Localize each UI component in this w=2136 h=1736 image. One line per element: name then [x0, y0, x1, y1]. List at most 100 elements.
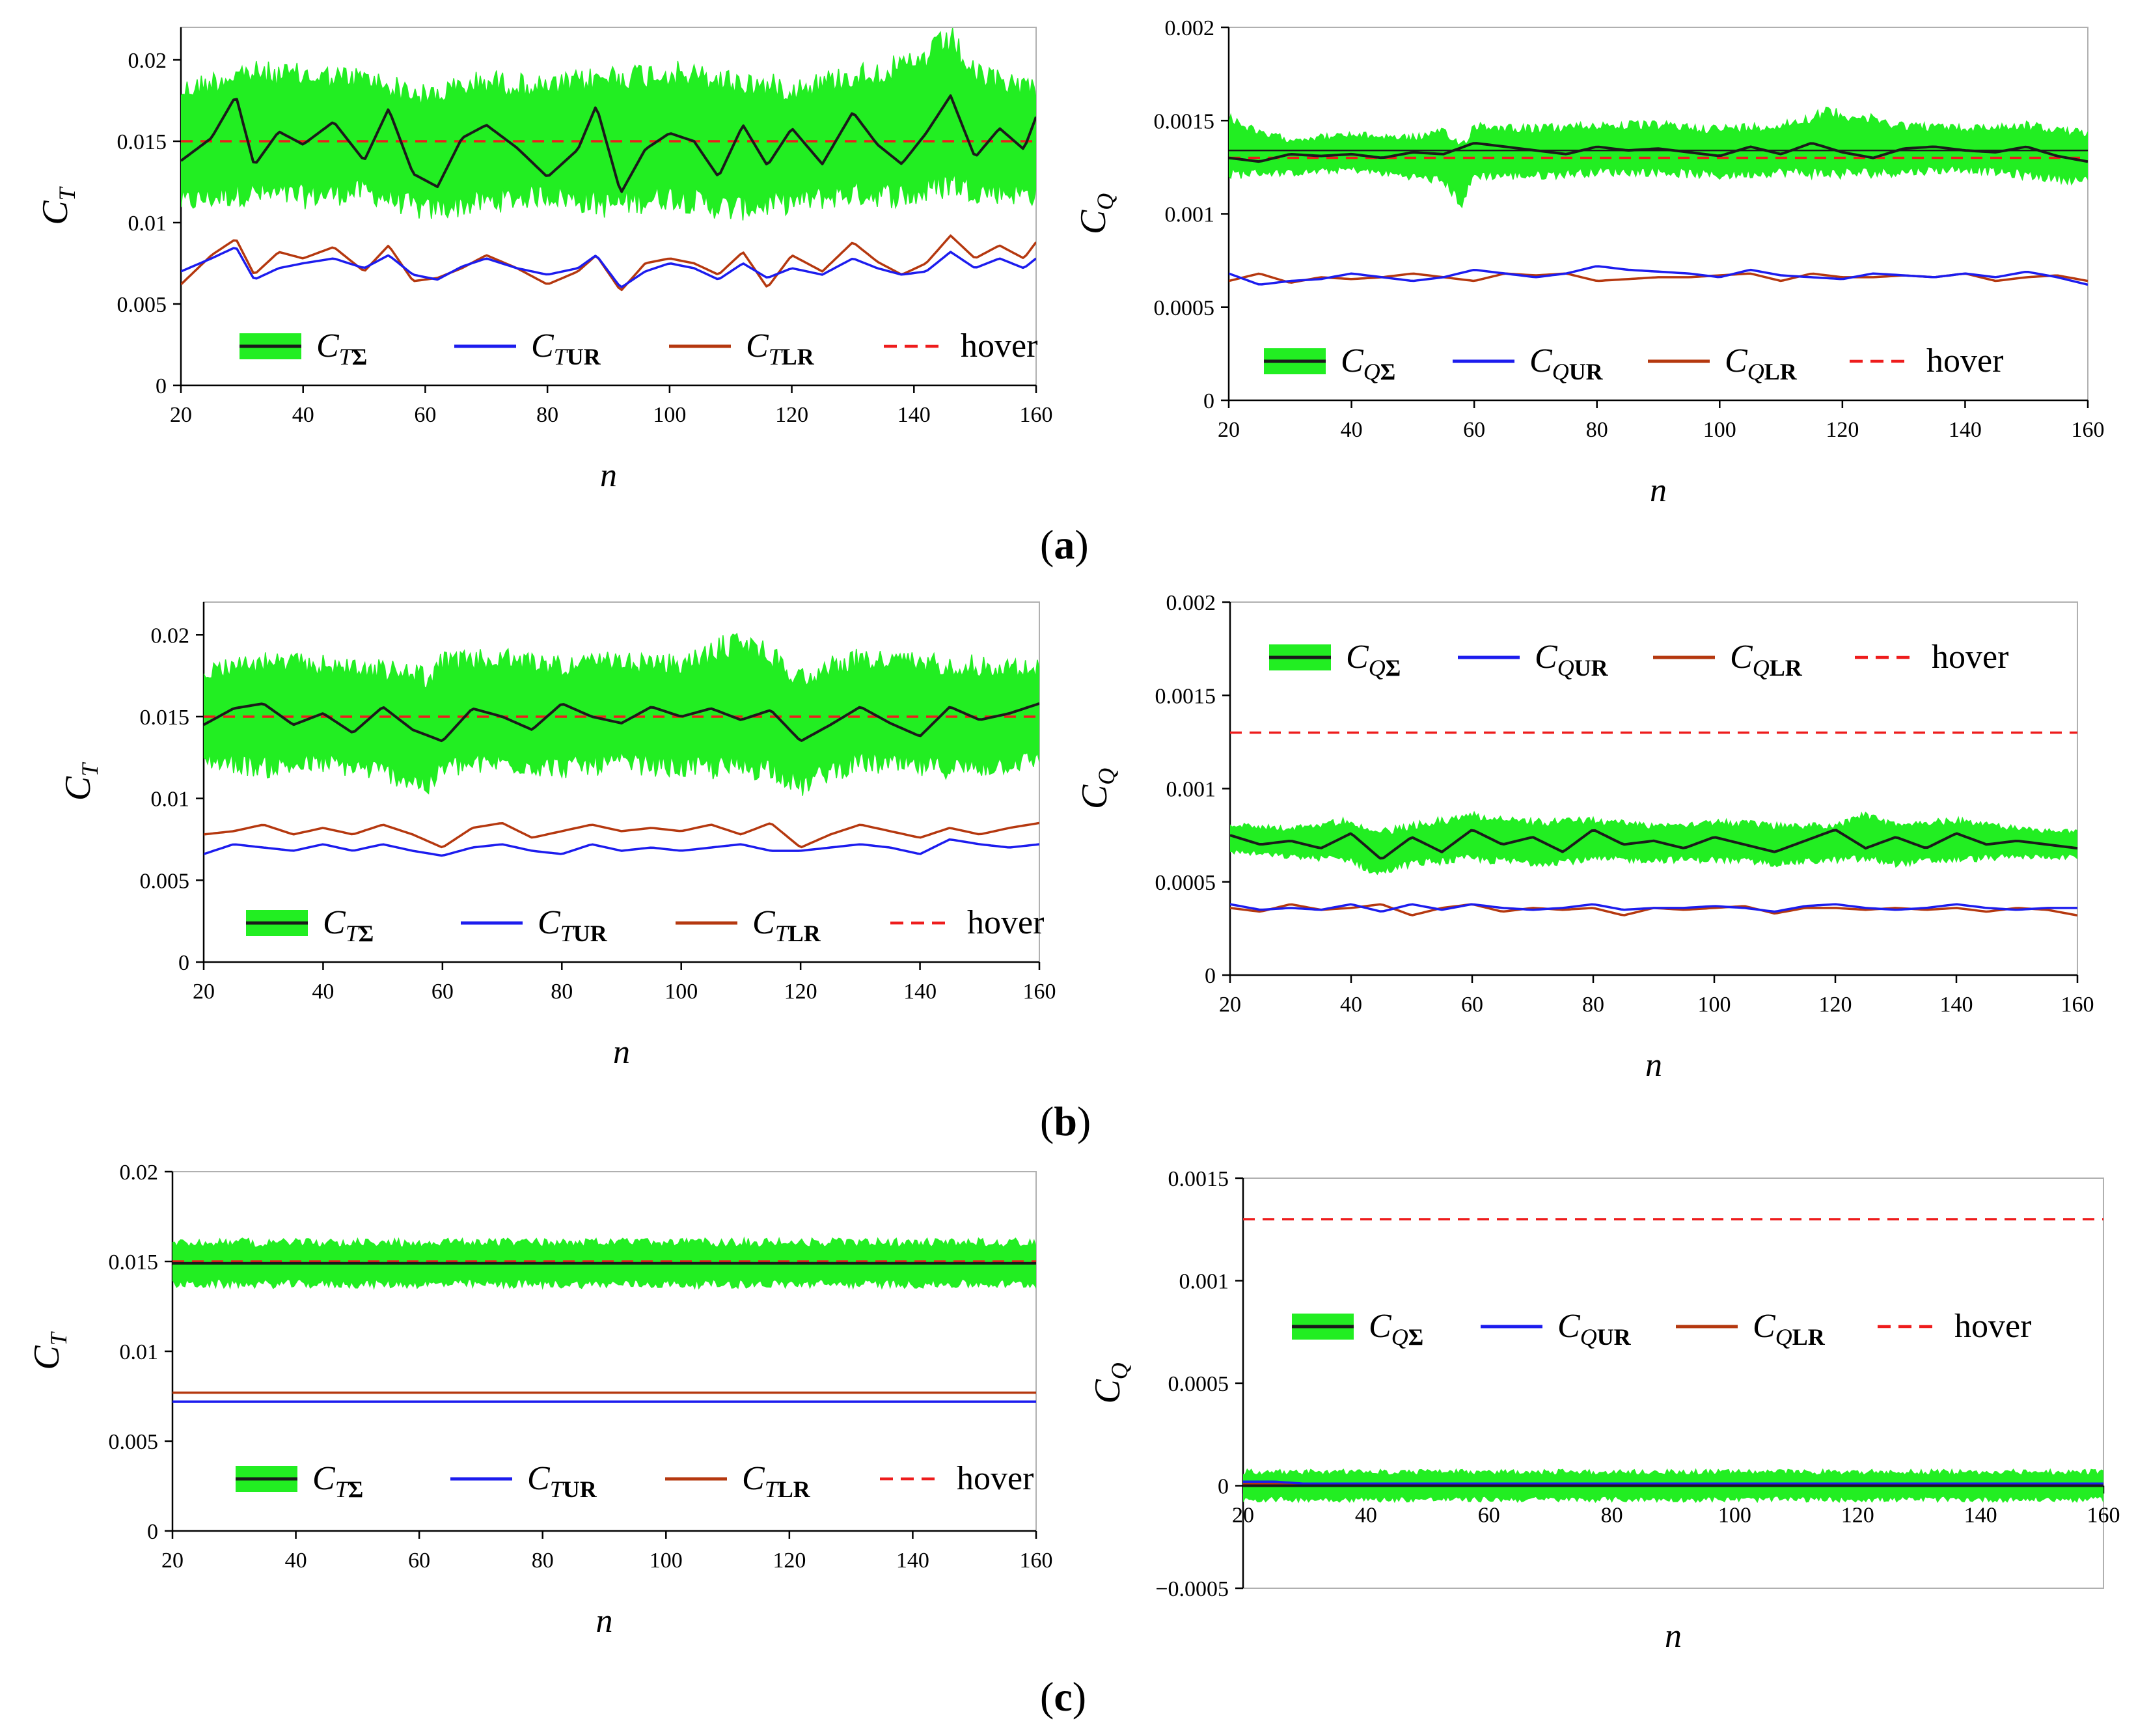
- x-tick-label: 20: [193, 980, 215, 1004]
- x-tick-label: 140: [1940, 993, 1973, 1017]
- panel-label-c: (c): [1040, 1674, 1087, 1720]
- chart-b-cq: 0 0.0005 0.001 0.0015 0.002 20 40 60 80 100 120 140…: [1075, 591, 2094, 1084]
- y-tick-label: 0: [1218, 1475, 1229, 1499]
- y-axis-label: CT: [58, 762, 103, 801]
- y-tick-label: 0: [178, 951, 189, 975]
- legend: CTΣ CTUR CTLR hover: [246, 904, 1044, 946]
- x-tick-label: 60: [1463, 418, 1485, 442]
- chart-c-cq: −0.0005 0 0.0005 0.001 0.0015 20 40 60 80 100 120 1…: [1088, 1167, 2120, 1655]
- legend-entry-hover: hover: [1878, 1308, 2031, 1345]
- x-tick-label: 100: [650, 1549, 683, 1573]
- y-tick-label: 0.002: [1165, 16, 1215, 40]
- panel-label-b: (b): [1040, 1098, 1091, 1144]
- legend-label: CTLR: [746, 327, 815, 370]
- x-axis-label: n: [600, 457, 617, 494]
- x-tick-label: 60: [408, 1549, 430, 1573]
- legend-label: CQLR: [1730, 639, 1803, 681]
- x-tick-label: 60: [1478, 1504, 1500, 1528]
- x-tick-label: 140: [1964, 1504, 1997, 1528]
- legend-label: CTLR: [742, 1460, 811, 1502]
- y-tick-label: 0.015: [117, 130, 167, 154]
- legend-entry-lr: CTLR: [676, 904, 821, 946]
- legend-entry-band: CTΣ: [240, 327, 367, 370]
- x-tick-label: 100: [653, 403, 686, 427]
- legend-entry-lr: CTLR: [665, 1460, 811, 1502]
- legend-entry-band: CTΣ: [246, 904, 374, 946]
- series-line-mean: [1230, 829, 2077, 860]
- series-line-ur: [1230, 903, 2077, 913]
- legend-label: CQUR: [1557, 1308, 1632, 1350]
- y-axis-label: CT: [27, 1330, 72, 1370]
- x-axis-label: n: [1645, 1047, 1662, 1084]
- x-tick-label: 40: [1340, 993, 1362, 1017]
- series-line-ur: [1243, 1480, 2103, 1485]
- legend: CTΣ CTUR CTLR hover: [240, 327, 1037, 370]
- legend-label: hover: [961, 327, 1037, 365]
- y-tick-label: 0.01: [128, 212, 167, 236]
- legend-label: CQLR: [1753, 1308, 1826, 1350]
- x-tick-label: 160: [2072, 418, 2105, 442]
- x-tick-label: 40: [285, 1549, 307, 1573]
- legend-entry-band: CQΣ: [1292, 1308, 1423, 1350]
- y-tick-label: 0.0005: [1154, 296, 1215, 320]
- x-tick-label: 160: [1020, 403, 1053, 427]
- legend-label: CTΣ: [316, 327, 367, 370]
- x-tick-label: 80: [532, 1549, 554, 1573]
- plot-area: [1230, 731, 2077, 917]
- x-tick-label: 160: [2087, 1504, 2120, 1528]
- legend-entry-hover: hover: [1850, 342, 2003, 379]
- x-tick-label: 160: [2061, 993, 2094, 1017]
- legend-label: hover: [1932, 639, 2008, 676]
- legend-entry-ur: CQUR: [1453, 342, 1604, 385]
- legend-label: CTUR: [527, 1460, 597, 1502]
- x-tick-label: 140: [1949, 418, 1982, 442]
- legend: CTΣ CTUR CTLR hover: [236, 1460, 1034, 1502]
- x-tick-label: 40: [292, 403, 314, 427]
- y-tick-label: 0.001: [1179, 1270, 1229, 1294]
- legend-label: hover: [957, 1460, 1034, 1497]
- legend-entry-ur: CTUR: [461, 904, 608, 946]
- legend-label: CTLR: [752, 904, 821, 946]
- y-tick-label: 0.0015: [1155, 684, 1216, 708]
- x-tick-label: 80: [1601, 1504, 1623, 1528]
- x-tick-label: 100: [1718, 1504, 1751, 1528]
- x-tick-label: 20: [1232, 1504, 1254, 1528]
- legend-entry-band: CQΣ: [1264, 342, 1395, 385]
- legend-label: CTUR: [531, 327, 601, 370]
- x-tick-label: 80: [1586, 418, 1608, 442]
- x-axis-label: n: [613, 1034, 630, 1071]
- series-band-sigma: [181, 28, 1036, 221]
- y-tick-label: 0.0015: [1154, 109, 1215, 133]
- y-tick-label: 0.001: [1165, 203, 1215, 227]
- y-tick-label: 0.015: [109, 1250, 159, 1274]
- x-tick-label: 60: [1461, 993, 1483, 1017]
- legend-entry-hover: hover: [884, 327, 1037, 365]
- x-tick-label: 80: [536, 403, 558, 427]
- series-line-mean: [1229, 142, 2088, 163]
- x-tick-label: 20: [161, 1549, 184, 1573]
- plot-area: [1243, 1218, 2103, 1504]
- y-axis-label: CQ: [1075, 768, 1119, 809]
- x-tick-label: 160: [1023, 980, 1056, 1004]
- legend-label: CTUR: [538, 904, 608, 946]
- legend: CQΣ CQUR CQLR hover: [1264, 342, 2003, 385]
- plot-area: [172, 1236, 1036, 1403]
- series-line-mean: [204, 702, 1039, 743]
- x-tick-label: 80: [551, 980, 573, 1004]
- y-tick-label: 0.0015: [1168, 1167, 1229, 1191]
- chart-c-ct: 0 0.005 0.01 0.015 0.02 20 40 60 80 100 120 140 160 n…: [27, 1161, 1053, 1640]
- y-axis-label: CQ: [1088, 1362, 1132, 1403]
- y-tick-label: 0.015: [140, 706, 190, 730]
- legend-label: hover: [1926, 342, 2003, 379]
- x-axis-label: n: [1650, 472, 1667, 509]
- x-tick-label: 40: [312, 980, 334, 1004]
- x-tick-label: 20: [1219, 993, 1241, 1017]
- x-tick-label: 20: [1218, 418, 1240, 442]
- x-tick-label: 80: [1582, 993, 1604, 1017]
- y-tick-label: 0.0005: [1155, 871, 1216, 895]
- panel-label-a: (a): [1040, 521, 1089, 568]
- legend-label: CTΣ: [312, 1460, 363, 1502]
- y-tick-label: 0.01: [151, 788, 190, 812]
- x-tick-label: 140: [897, 403, 931, 427]
- legend-entry-hover: hover: [1855, 639, 2008, 676]
